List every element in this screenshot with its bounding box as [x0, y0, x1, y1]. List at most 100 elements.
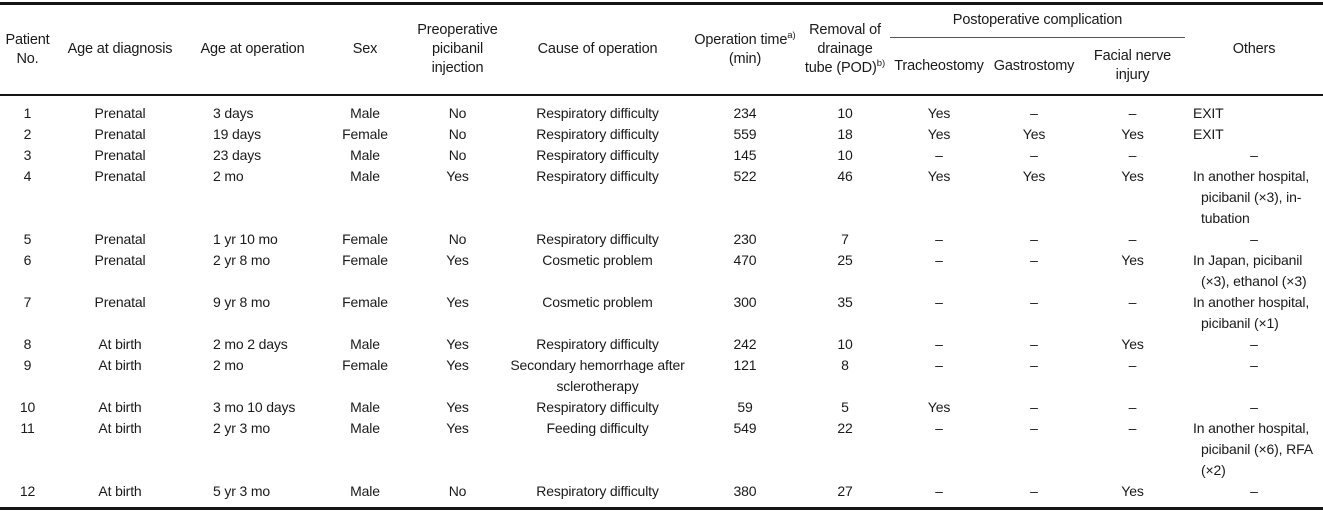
removal-line2: drainage [817, 41, 873, 57]
cell-cause: Respiratory difficulty [536, 336, 659, 352]
table-row: 12 At birth 5 yr 3 mo Male No Respiratory dif… [0, 481, 1323, 509]
cell-trach: – [935, 357, 943, 373]
cell-picibanil: Yes [446, 168, 469, 184]
cell-gastro: – [1030, 483, 1038, 499]
operation-time-label: Operation time [694, 31, 788, 48]
table-row: 9 At birth 2 mo Female Yes Secondary hemorrha… [0, 355, 1323, 397]
header-removal-drainage-tube: Removal of drainage tube (POD)b) [800, 4, 890, 96]
cell-facial: – [1128, 399, 1137, 415]
cell-trach: – [935, 252, 943, 268]
cell-gastro: – [1030, 399, 1038, 415]
cell-gastro: Yes [1022, 168, 1046, 184]
table-row: 4 Prenatal 2 mo Male Yes Respiratory difficul… [0, 166, 1323, 229]
cell-removal: 18 [837, 126, 853, 142]
cell-cause: Respiratory difficulty [536, 126, 659, 142]
cell-sex: Male [350, 420, 380, 436]
header-age-at-diagnosis: Age at diagnosis [67, 41, 173, 57]
table-body: 1 Prenatal 3 days Male No Respiratory difficu… [0, 95, 1323, 509]
cell-facial: – [1128, 420, 1137, 436]
cell-removal: 35 [837, 294, 853, 310]
cell-no: 6 [23, 252, 32, 268]
cell-removal: 10 [837, 336, 853, 352]
cell-others: – [1250, 399, 1258, 415]
cell-age_op: 2 mo [213, 168, 244, 184]
header-others: Others [1232, 41, 1276, 57]
cell-gastro: – [1030, 252, 1038, 268]
cell-sex: Female [342, 231, 388, 247]
cell-gastro: – [1030, 294, 1038, 310]
cell-picibanil: Yes [446, 294, 469, 310]
cell-others: – [1250, 336, 1258, 352]
cell-sex: Male [350, 399, 380, 415]
cell-picibanil: No [448, 105, 467, 121]
operation-time-unit: (min) [728, 50, 762, 67]
cell-cause: Respiratory difficulty [536, 483, 659, 499]
table-row: 10 At birth 3 mo 10 days Male Yes Respiratory… [0, 397, 1323, 418]
cell-facial: Yes [1121, 252, 1144, 268]
cell-trach: – [935, 483, 943, 499]
cell-trach: – [935, 147, 943, 163]
cell-removal: 8 [841, 357, 849, 373]
cell-removal: 10 [837, 105, 853, 121]
header-operation-time: Operation timea) (min) [690, 4, 800, 96]
cell-age_dx: Prenatal [94, 105, 146, 121]
cell-sex: Female [342, 126, 388, 142]
cell-age_op: 23 days [213, 147, 261, 163]
cell-time: 470 [733, 252, 757, 268]
cell-others: – [1250, 147, 1258, 163]
cell-age_dx: Prenatal [94, 126, 146, 142]
cell-gastro: – [1030, 420, 1038, 436]
cell-picibanil: Yes [446, 357, 469, 373]
cell-time: 380 [733, 483, 757, 499]
cell-sex: Female [342, 252, 388, 268]
cell-sex: Male [350, 168, 380, 184]
cell-time: 559 [733, 126, 757, 142]
cell-others: – [1250, 231, 1258, 247]
cell-cause: Secondary hemorrhage after sclerotherapy [510, 357, 685, 394]
table-header: Patient No. Age at diagnosis Age at oper… [0, 3, 1323, 96]
table-row: 5 Prenatal 1 yr 10 mo Female No Respiratory d… [0, 229, 1323, 250]
cell-age_op: 5 yr 3 mo [213, 483, 271, 499]
cell-sex: Female [342, 357, 388, 373]
cell-age_dx: Prenatal [94, 168, 146, 184]
cell-facial: – [1128, 105, 1137, 121]
cell-others: In another hospital, picibanil (×1) [1193, 294, 1310, 331]
cell-others: In Japan, picibanil (×3), ethanol (×3) [1193, 252, 1307, 289]
cell-time: 145 [733, 147, 757, 163]
cell-trach: Yes [927, 126, 951, 142]
cell-trach: Yes [927, 105, 951, 121]
cell-age_op: 2 yr 8 mo [213, 252, 271, 268]
cell-age_op: 3 mo 10 days [213, 399, 296, 415]
cell-gastro: – [1030, 231, 1038, 247]
cell-trach: – [935, 420, 943, 436]
cell-removal: 22 [837, 420, 853, 436]
removal-line3: tube (POD) [804, 60, 877, 76]
cell-no: 10 [19, 399, 36, 415]
cell-gastro: – [1030, 147, 1038, 163]
cell-cause: Respiratory difficulty [536, 168, 659, 184]
cell-age_op: 19 days [213, 126, 261, 142]
cell-facial: Yes [1121, 483, 1144, 499]
cell-time: 59 [737, 399, 753, 415]
table-row: 7 Prenatal 9 yr 8 mo Female Yes Cosmetic prob… [0, 292, 1323, 334]
cell-picibanil: No [448, 147, 467, 163]
cell-time: 234 [733, 105, 757, 121]
header-patient-no: Patient No. [5, 31, 50, 67]
cell-removal: 25 [837, 252, 853, 268]
cell-sex: Male [350, 336, 380, 352]
cell-trach: – [935, 294, 943, 310]
cell-cause: Respiratory difficulty [536, 399, 659, 415]
patients-table-container: Patient No. Age at diagnosis Age at oper… [0, 2, 1323, 510]
cell-age_op: 2 yr 3 mo [213, 420, 271, 436]
cell-no: 11 [20, 420, 35, 436]
cell-trach: – [935, 336, 943, 352]
cell-removal: 7 [841, 231, 849, 247]
cell-gastro: – [1030, 105, 1038, 121]
cell-trach: Yes [927, 399, 951, 415]
table-row: 11 At birth 2 yr 3 mo Male Yes Feeding diffic… [0, 418, 1323, 481]
footnote-marker-b: b) [876, 58, 886, 70]
cell-age_op: 3 days [213, 105, 254, 121]
cell-facial: Yes [1121, 126, 1144, 142]
header-facial-nerve-injury: Facial nerve injury [1093, 48, 1172, 83]
cell-no: 12 [19, 483, 36, 499]
